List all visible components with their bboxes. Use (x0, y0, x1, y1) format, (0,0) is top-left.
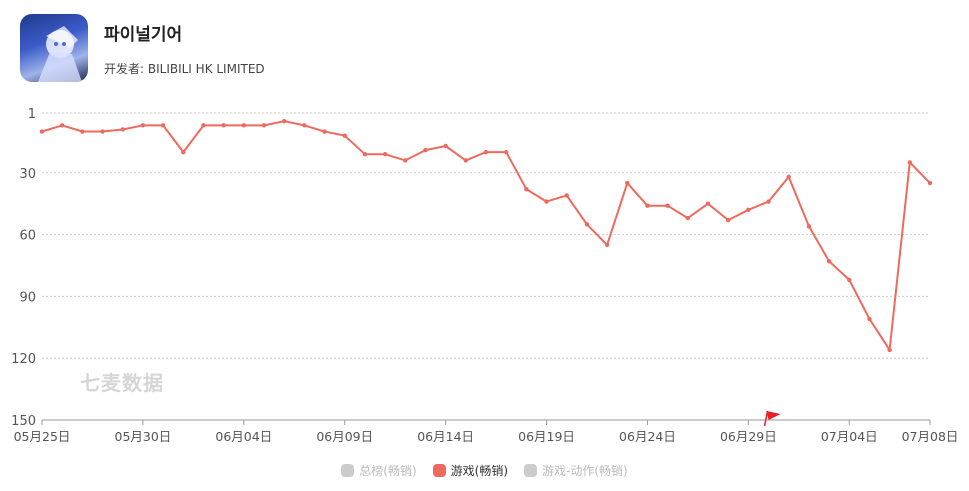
y-tick-label: 120 (11, 352, 36, 367)
data-point (423, 147, 428, 153)
legend-item-total[interactable]: 总榜(畅销) (341, 462, 417, 479)
data-point (221, 123, 226, 128)
legend: 总榜(畅销) 游戏(畅销) 游戏-动作(畅销) (0, 462, 969, 479)
data-point (645, 203, 650, 208)
grid (42, 112, 930, 421)
data-point (403, 158, 408, 163)
legend-item-games[interactable]: 游戏(畅销) (432, 462, 509, 479)
data-point (867, 316, 872, 322)
developer-label: 开发者: BILIBILI HK LIMITED (104, 62, 265, 76)
x-tick-label: 06月04日 (215, 429, 272, 444)
data-point (625, 180, 630, 186)
data-point (443, 143, 448, 149)
y-tick-label: 90 (19, 290, 36, 305)
legend-item-action[interactable]: 游戏-动作(畅销) (524, 462, 628, 479)
app-icon (20, 14, 88, 82)
app-header: 파이널기어 开发者: BILIBILI HK LIMITED (18, 14, 618, 84)
legend-swatch (432, 464, 446, 477)
data-point (826, 259, 832, 264)
legend-label: 总榜(畅销) (359, 464, 417, 478)
x-tick-label: 05月30日 (115, 429, 172, 444)
data-point (281, 119, 287, 124)
data-point (746, 207, 751, 213)
data-point (604, 242, 610, 248)
data-point (685, 215, 691, 221)
data-point (302, 123, 307, 128)
legend-swatch (341, 464, 355, 477)
data-point (887, 347, 892, 353)
data-point (927, 180, 933, 186)
x-tick-label: 07月04日 (821, 429, 878, 444)
y-tick-label: 60 (19, 229, 36, 244)
x-tick-label: 05月25日 (14, 429, 71, 444)
data-point (322, 129, 327, 134)
flag-pole (763, 410, 769, 427)
data-point (140, 123, 146, 128)
app-title: 파이널기어 (104, 25, 183, 45)
data-point (483, 149, 489, 155)
x-tick-label: 06月19日 (518, 429, 575, 444)
x-tick-label: 07月08日 (902, 429, 959, 444)
x-tick-label: 06月29日 (720, 429, 777, 444)
data-point (463, 158, 469, 163)
data-point (725, 217, 731, 223)
data-point (665, 203, 670, 208)
data-point (261, 123, 267, 128)
data-point (766, 199, 771, 204)
data-point (201, 123, 206, 128)
x-tick-label: 06月09日 (316, 429, 373, 444)
data-point (120, 127, 125, 132)
y-tick-label: 30 (19, 167, 36, 182)
data-point (564, 193, 569, 198)
data-point (362, 152, 368, 157)
data-point (786, 174, 791, 180)
data-point (181, 149, 186, 155)
flag-cloth (766, 411, 781, 420)
data-point (342, 133, 347, 138)
data-point (39, 129, 45, 134)
y-tick-label: 150 (11, 414, 36, 429)
data-point (544, 199, 549, 204)
data-point (160, 123, 166, 128)
data-point (584, 222, 590, 227)
data-point (59, 123, 65, 128)
series-layer (39, 119, 933, 353)
legend-label: 游戏(畅销) (450, 464, 509, 478)
data-point (705, 201, 711, 206)
data-point (847, 277, 852, 283)
x-tick-label: 06月24日 (619, 429, 676, 444)
flag-marker-icon (763, 410, 781, 427)
data-point (382, 152, 388, 157)
data-point (241, 123, 247, 128)
data-point (524, 187, 529, 192)
data-point (503, 149, 509, 155)
y-axis: 1 30 60 90 120 150 (11, 107, 36, 429)
watermark: 七麦数据 (80, 371, 164, 395)
data-point (100, 129, 105, 134)
data-point (907, 160, 913, 165)
legend-swatch (524, 464, 538, 477)
y-tick-label: 1 (28, 107, 36, 122)
data-point (806, 224, 812, 229)
series-line (41, 120, 931, 351)
x-tick-label: 06月14日 (417, 429, 474, 444)
legend-label: 游戏-动作(畅销) (542, 464, 628, 478)
data-point (80, 129, 85, 134)
x-axis: 05月25日 05月30日 06月04日 06月09日 06月14日 06月19日 06月2… (14, 420, 959, 444)
